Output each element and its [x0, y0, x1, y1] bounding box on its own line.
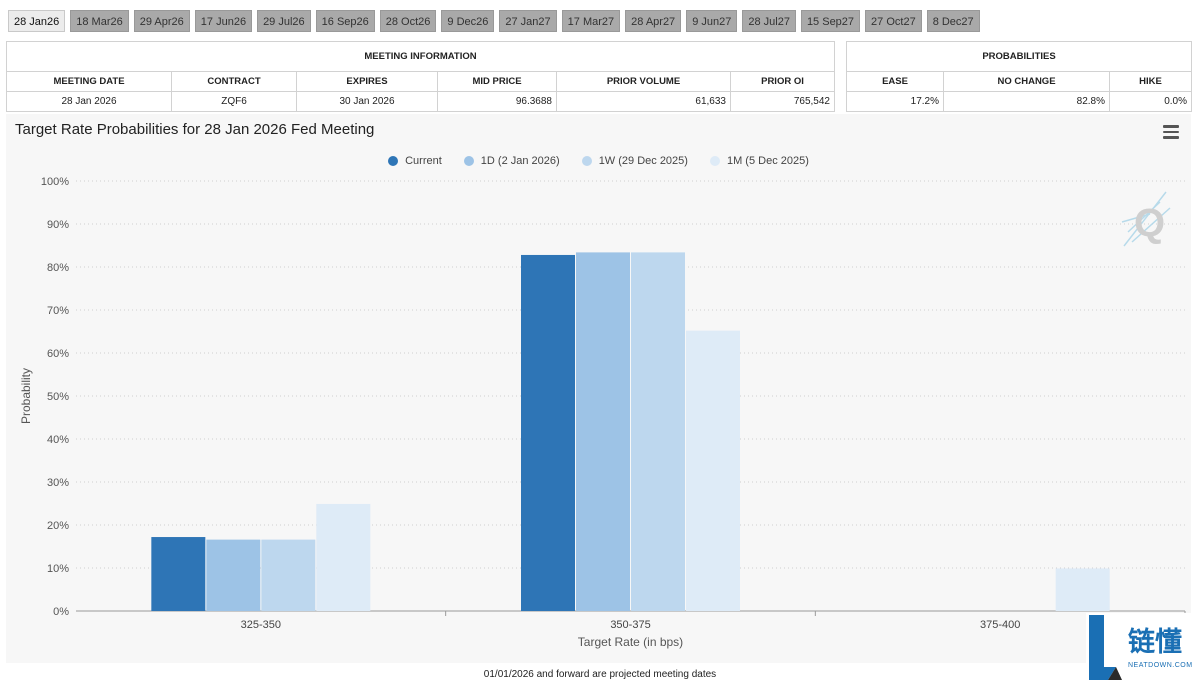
tab-29-jul26[interactable]: 29 Jul26: [257, 10, 311, 32]
tab-8-dec27[interactable]: 8 Dec27: [926, 10, 980, 32]
bar-325-350-3: [316, 503, 371, 611]
bar-350-375-3: [686, 330, 740, 611]
x-tick-label: 375-400: [980, 619, 1020, 631]
y-tick-label: 70%: [47, 305, 69, 317]
contract-value: ZQF6: [171, 91, 297, 112]
neatdown-logo: 链懂 NEATDOWN.COM: [1086, 613, 1200, 682]
meeting-information-header: MEETING INFORMATION: [6, 41, 835, 72]
legend-marker: [709, 156, 720, 166]
legend-marker: [388, 156, 399, 166]
legend-item-2[interactable]: 1W (29 Dec 2025): [581, 155, 688, 167]
tab-27-oct27[interactable]: 27 Oct27: [865, 10, 922, 32]
x-tick-label: 325-350: [241, 619, 281, 631]
tab-16-sep26[interactable]: 16 Sep26: [315, 10, 375, 32]
tab-15-sep27[interactable]: 15 Sep27: [800, 10, 861, 32]
tab-28-jul27[interactable]: 28 Jul27: [742, 10, 796, 32]
legend-label: 1D (2 Jan 2026): [480, 155, 560, 167]
y-axis-title: Probability: [19, 368, 33, 424]
tab-28-apr27[interactable]: 28 Apr27: [625, 10, 682, 32]
no-change-value: 82.8%: [943, 91, 1110, 112]
hamburger-menu-icon[interactable]: [1163, 125, 1179, 139]
col-ease: EASE: [846, 71, 944, 92]
col-meeting-date: MEETING DATE: [6, 71, 172, 92]
legend-item-1[interactable]: 1D (2 Jan 2026): [463, 155, 560, 167]
legend-label: Current: [405, 155, 442, 167]
bar-350-375-0: [521, 254, 575, 611]
y-tick-label: 80%: [47, 262, 69, 274]
tab-29-apr26[interactable]: 29 Apr26: [133, 10, 190, 32]
tab-17-jun26[interactable]: 17 Jun26: [194, 10, 253, 32]
col-prior-oi: PRIOR OI: [730, 71, 835, 92]
probabilities-header: PROBABILITIES: [846, 41, 1192, 72]
ease-value: 17.2%: [846, 91, 944, 112]
y-tick-label: 60%: [47, 348, 69, 360]
probabilities-table: PROBABILITIES EASE NO CHANGE HIKE 17.2% …: [846, 41, 1192, 112]
bar-325-350-2: [261, 539, 316, 611]
expires-value: 30 Jan 2026: [296, 91, 438, 112]
legend-item-3[interactable]: 1M (5 Dec 2025): [709, 155, 809, 167]
tab-17-mar27[interactable]: 17 Mar27: [561, 10, 621, 32]
y-tick-label: 50%: [47, 391, 69, 403]
tab-28-oct26[interactable]: 28 Oct26: [379, 10, 437, 32]
col-no-change: NO CHANGE: [943, 71, 1110, 92]
y-tick-label: 20%: [47, 520, 69, 532]
legend-item-0[interactable]: Current: [388, 155, 442, 167]
legend-label: 1W (29 Dec 2025): [598, 155, 688, 167]
col-contract: CONTRACT: [171, 71, 297, 92]
col-expires: EXPIRES: [296, 71, 438, 92]
bar-375-400-3: [1055, 568, 1110, 611]
y-tick-label: 100%: [41, 176, 69, 188]
y-tick-label: 30%: [47, 477, 69, 489]
chart-title: Target Rate Probabilities for 28 Jan 202…: [15, 121, 375, 138]
tab-9-jun27[interactable]: 9 Jun27: [686, 10, 738, 32]
chart-panel: Target Rate Probabilities for 28 Jan 202…: [6, 114, 1191, 663]
meeting-information-table: MEETING INFORMATION MEETING DATE CONTRAC…: [6, 41, 835, 112]
col-prior-volume: PRIOR VOLUME: [556, 71, 731, 92]
legend-label: 1M (5 Dec 2025): [726, 155, 809, 167]
svg-text:链懂: 链懂: [1128, 626, 1182, 658]
y-tick-label: 0%: [53, 606, 69, 618]
svg-text:Q: Q: [1134, 201, 1165, 245]
legend-marker: [463, 156, 474, 166]
legend-marker: [581, 156, 592, 166]
prior-oi-value: 765,542: [730, 91, 835, 112]
prior-volume-value: 61,633: [556, 91, 731, 112]
y-tick-label: 90%: [47, 219, 69, 231]
mid-price-value: 96.3688: [437, 91, 557, 112]
col-mid-price: MID PRICE: [437, 71, 557, 92]
meeting-date-tabs: 28 Jan26 18 Mar26 29 Apr26 17 Jun26 29 Jul26…: [8, 10, 980, 32]
bar-325-350-1: [206, 539, 261, 611]
bar-chart: 0% 10% 20% 30% 40% 50% 60% 70% 80% 90% 100% 325-350…: [19, 176, 1186, 649]
bar-350-375-2: [631, 252, 685, 611]
tab-27-jan27[interactable]: 27 Jan27: [499, 10, 557, 32]
projected-dates-footnote: 01/01/2026 and forward are projected mee…: [483, 669, 717, 680]
meeting-date-value: 28 Jan 2026: [6, 91, 172, 112]
tab-28-jan26[interactable]: 28 Jan26: [8, 10, 66, 32]
tab-9-dec26[interactable]: 9 Dec26: [441, 10, 495, 32]
x-tick-label: 350-375: [610, 619, 650, 631]
svg-text:NEATDOWN.COM: NEATDOWN.COM: [1128, 662, 1193, 669]
tab-18-mar26[interactable]: 18 Mar26: [70, 10, 129, 32]
y-tick-label: 40%: [47, 434, 69, 446]
chart-legend: Current 1D (2 Jan 2026) 1W (29 Dec 2025) 1M…: [6, 155, 1191, 167]
x-axis-title: Target Rate (in bps): [578, 635, 683, 649]
hike-value: 0.0%: [1109, 91, 1192, 112]
y-tick-label: 10%: [47, 563, 69, 575]
quikstrike-watermark-icon: Q: [1121, 191, 1171, 247]
col-hike: HIKE: [1109, 71, 1192, 92]
bar-350-375-1: [576, 252, 630, 611]
bar-325-350-0: [151, 537, 206, 611]
